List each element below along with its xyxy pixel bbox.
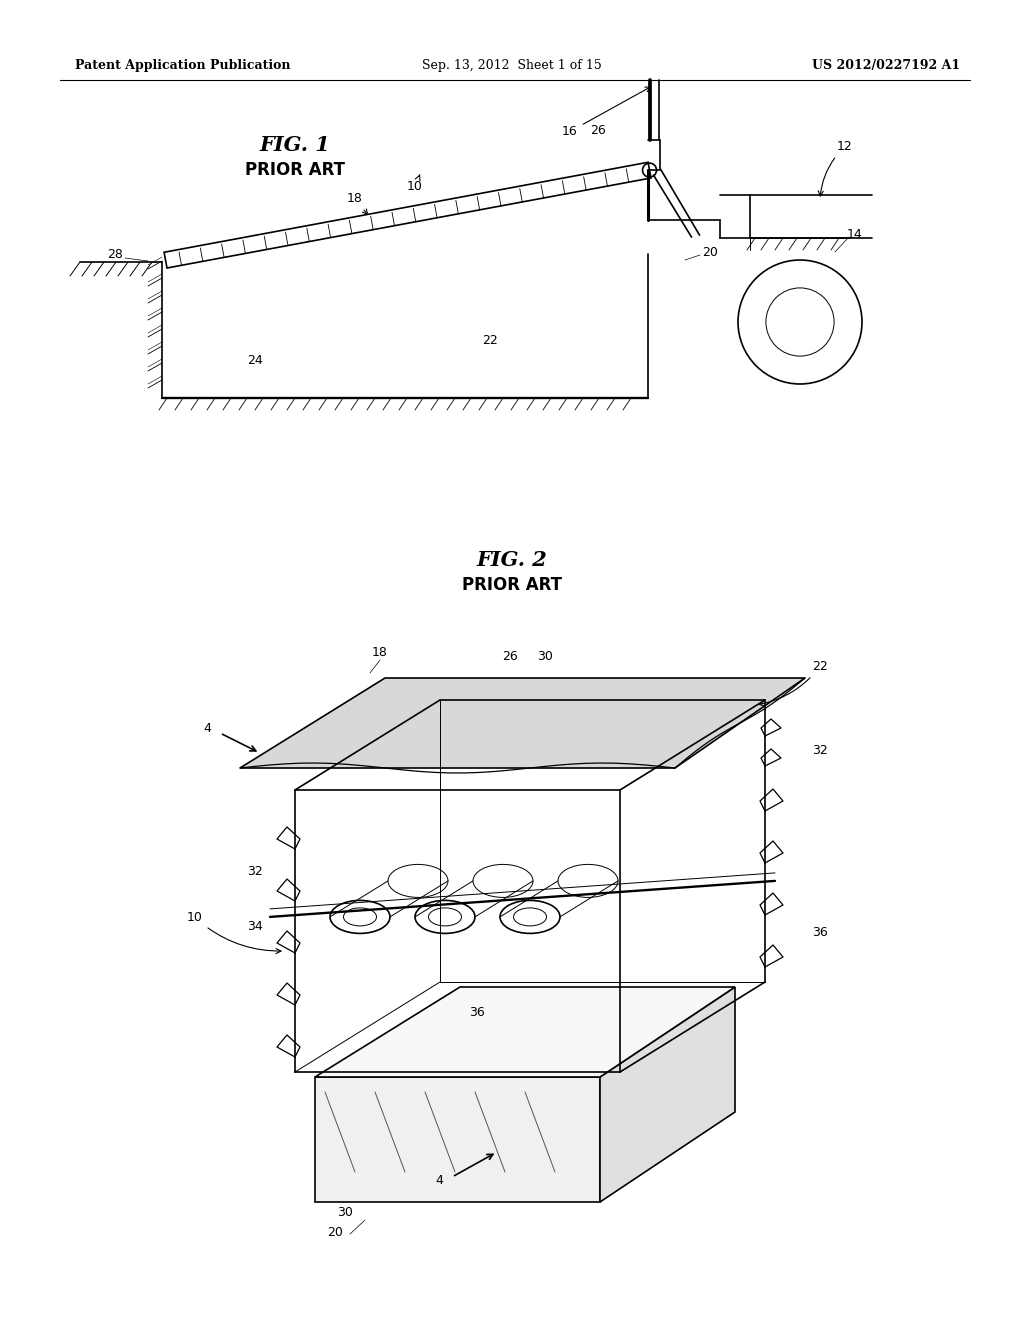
Text: 22: 22 [759,660,827,706]
Text: 32: 32 [247,866,263,878]
Text: Sep. 13, 2012  Sheet 1 of 15: Sep. 13, 2012 Sheet 1 of 15 [422,58,602,71]
Text: US 2012/0227192 A1: US 2012/0227192 A1 [812,58,961,71]
Text: 20: 20 [327,1225,343,1238]
Text: 30: 30 [537,649,553,663]
Text: FIG. 1: FIG. 1 [260,135,331,154]
Text: 4: 4 [435,1173,443,1187]
Text: 18: 18 [372,647,388,660]
Text: 36: 36 [469,1006,485,1019]
Text: 28: 28 [108,248,123,260]
Text: FIG. 2: FIG. 2 [476,550,548,570]
Text: 24: 24 [247,354,263,367]
Text: 10: 10 [187,911,281,953]
Text: 34: 34 [247,920,263,933]
Text: PRIOR ART: PRIOR ART [462,576,562,594]
Text: 26: 26 [502,649,518,663]
Polygon shape [315,1077,600,1203]
Text: 22: 22 [482,334,498,346]
Text: 26: 26 [590,124,606,136]
Text: 36: 36 [812,925,827,939]
Text: 16: 16 [562,87,650,139]
Polygon shape [240,678,805,768]
Text: 30: 30 [337,1205,353,1218]
Text: Patent Application Publication: Patent Application Publication [75,58,291,71]
Text: 32: 32 [812,743,827,756]
Text: PRIOR ART: PRIOR ART [245,161,345,180]
Text: 20: 20 [702,246,718,259]
Text: 4: 4 [203,722,211,734]
Text: 14: 14 [847,228,863,242]
Polygon shape [315,987,735,1077]
Text: 10: 10 [408,174,423,193]
Polygon shape [600,987,735,1203]
Text: 12: 12 [818,140,853,195]
Text: 18: 18 [347,191,368,214]
